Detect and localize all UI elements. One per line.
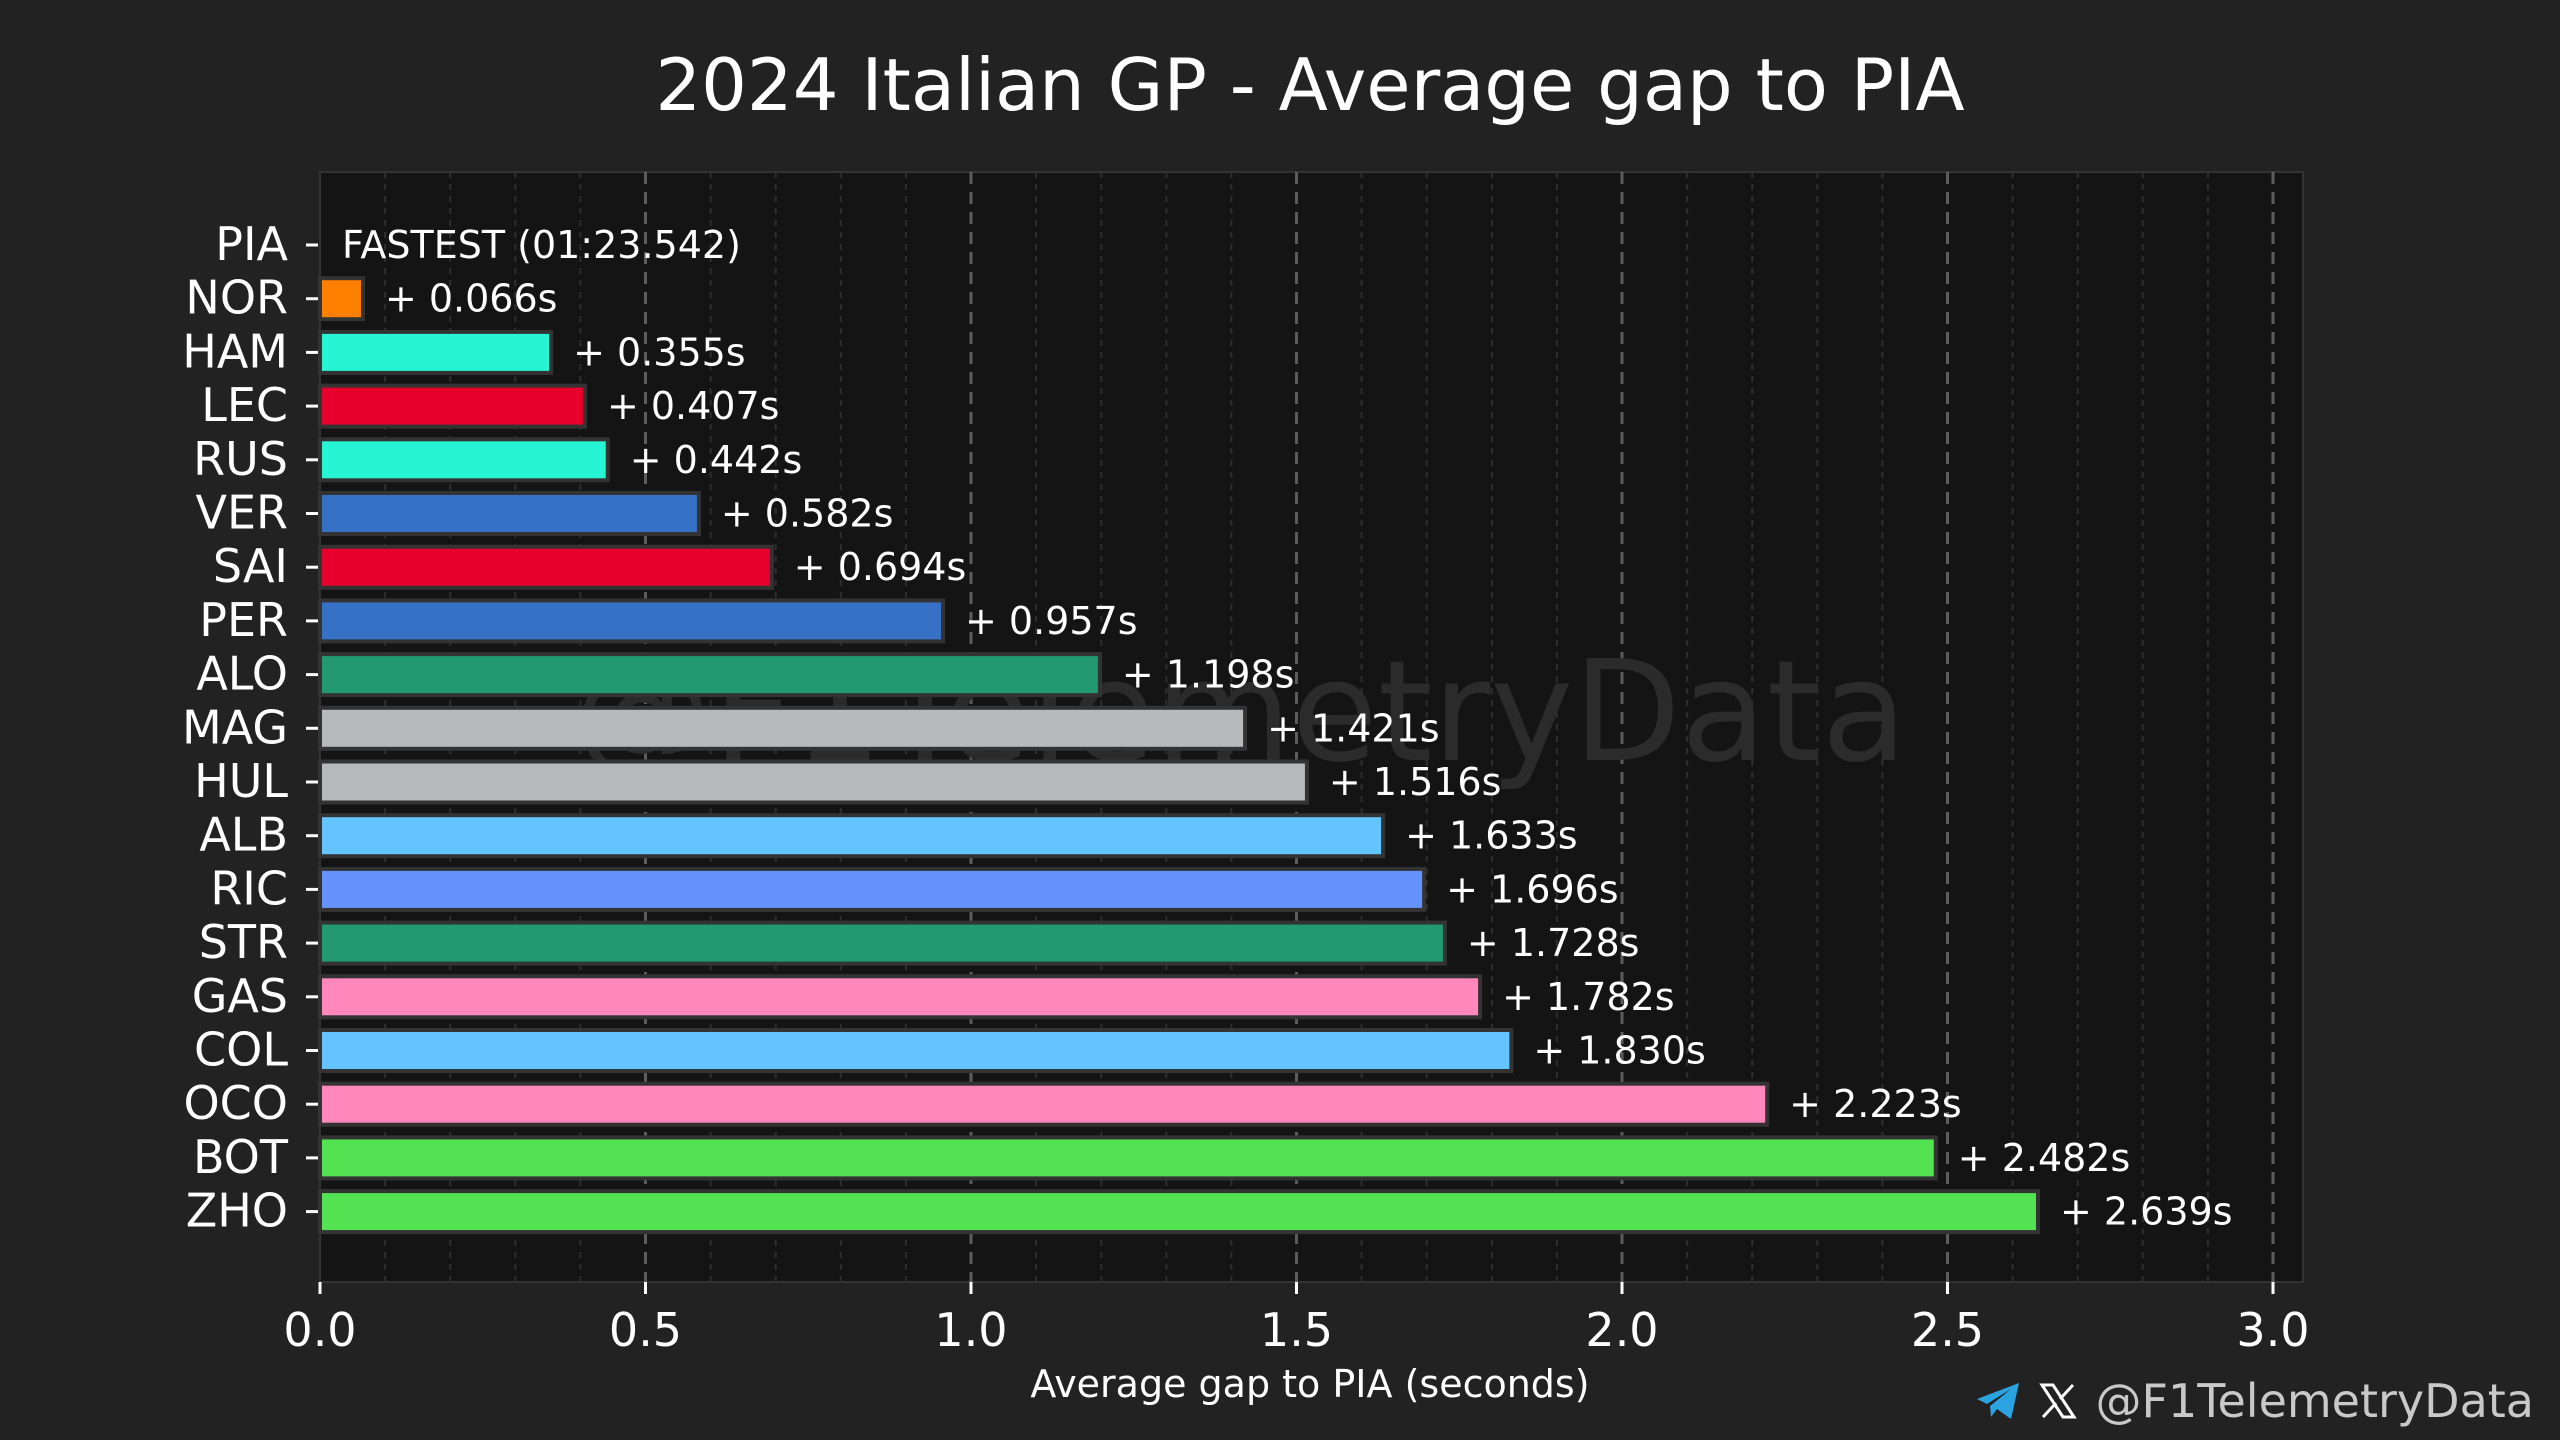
data-label: + 0.066s: [385, 277, 558, 321]
category-label: MAG: [182, 700, 288, 754]
bar-zho: [318, 1189, 2040, 1235]
x-tick-label: 0.0: [283, 1303, 356, 1357]
category-label: GAS: [192, 969, 288, 1023]
data-label: + 1.516s: [1329, 760, 1502, 804]
category-label: PER: [199, 593, 288, 647]
category-label: RIC: [210, 861, 288, 915]
category-label: LEC: [201, 378, 288, 432]
category-label: BOT: [193, 1130, 289, 1184]
data-label: + 0.582s: [721, 492, 894, 536]
category-label: SAI: [213, 539, 288, 593]
data-label: + 1.830s: [1533, 1029, 1706, 1073]
bar-gas: [318, 974, 1483, 1020]
chart-title: 2024 Italian GP - Average gap to PIA: [655, 43, 1964, 127]
category-label: STR: [199, 915, 288, 969]
bar-alb: [318, 813, 1386, 859]
x-tick-label: 3.0: [2236, 1303, 2309, 1357]
bar-bot: [318, 1135, 1938, 1181]
category-label: VER: [196, 486, 289, 540]
data-label: + 0.442s: [630, 438, 803, 482]
x-axis-label: Average gap to PIA (seconds): [1030, 1362, 1589, 1406]
category-label: NOR: [185, 271, 288, 325]
bar-sai: [318, 544, 774, 590]
bar-alo: [318, 652, 1102, 698]
data-label: + 1.782s: [1502, 975, 1675, 1019]
data-label: + 1.421s: [1267, 706, 1440, 750]
category-label: RUS: [193, 432, 288, 486]
data-label: + 1.696s: [1446, 867, 1619, 911]
footer-handle[interactable]: @F1TelemetryData: [2095, 1374, 2534, 1428]
data-label: + 1.633s: [1405, 814, 1578, 858]
category-label: ALB: [199, 808, 288, 862]
bars: FASTEST (01:23.542) + 0.066s + 0.355s + 0.4…: [318, 223, 2233, 1235]
bar-nor: [318, 276, 365, 322]
data-label: + 1.728s: [1467, 921, 1640, 965]
data-label: + 0.407s: [607, 384, 780, 428]
bar-ver: [318, 491, 701, 536]
data-label: + 2.482s: [1958, 1136, 2131, 1180]
category-labels: PIANORHAMLECRUSVERSAIPERALOMAGHULALBRICS…: [182, 217, 318, 1238]
x-tick-label: 1.5: [1260, 1303, 1333, 1357]
bar-per: [318, 598, 946, 644]
bar-ham: [318, 329, 554, 375]
category-label: COL: [194, 1023, 288, 1077]
category-label: PIA: [215, 217, 288, 271]
data-label: + 0.957s: [965, 599, 1138, 643]
data-label: + 2.223s: [1789, 1082, 1962, 1126]
bar-mag: [318, 705, 1248, 751]
category-label: ZHO: [186, 1184, 288, 1238]
bar-hul: [318, 759, 1309, 805]
bar-lec: [318, 383, 587, 429]
x-tick-label: 1.0: [934, 1303, 1007, 1357]
data-label: + 2.639s: [2060, 1190, 2233, 1234]
bar-str: [318, 920, 1447, 966]
bar-oco: [318, 1081, 1770, 1127]
fastest-label: FASTEST (01:23.542): [342, 223, 741, 267]
footer: @F1TelemetryData: [1975, 1374, 2534, 1428]
x-twitter-icon[interactable]: [2039, 1382, 2078, 1420]
data-label: + 0.355s: [573, 330, 746, 374]
x-tick-label: 2.5: [1911, 1303, 1984, 1357]
category-label: HUL: [194, 754, 288, 808]
category-label: OCO: [183, 1076, 288, 1130]
category-label: HAM: [182, 324, 288, 378]
data-label: + 0.694s: [794, 545, 967, 589]
bar-col: [318, 1028, 1514, 1073]
bar-rus: [318, 437, 610, 483]
x-axis: 0.0 0.5 1.0 1.5 2.0 2.5 3.0: [283, 172, 2310, 1357]
x-tick-label: 0.5: [609, 1303, 682, 1357]
data-label: + 1.198s: [1122, 653, 1295, 697]
category-label: ALO: [196, 647, 288, 701]
x-tick-label: 2.0: [1585, 1303, 1658, 1357]
telegram-icon[interactable]: [1975, 1381, 2021, 1421]
bar-ric: [318, 866, 1427, 912]
